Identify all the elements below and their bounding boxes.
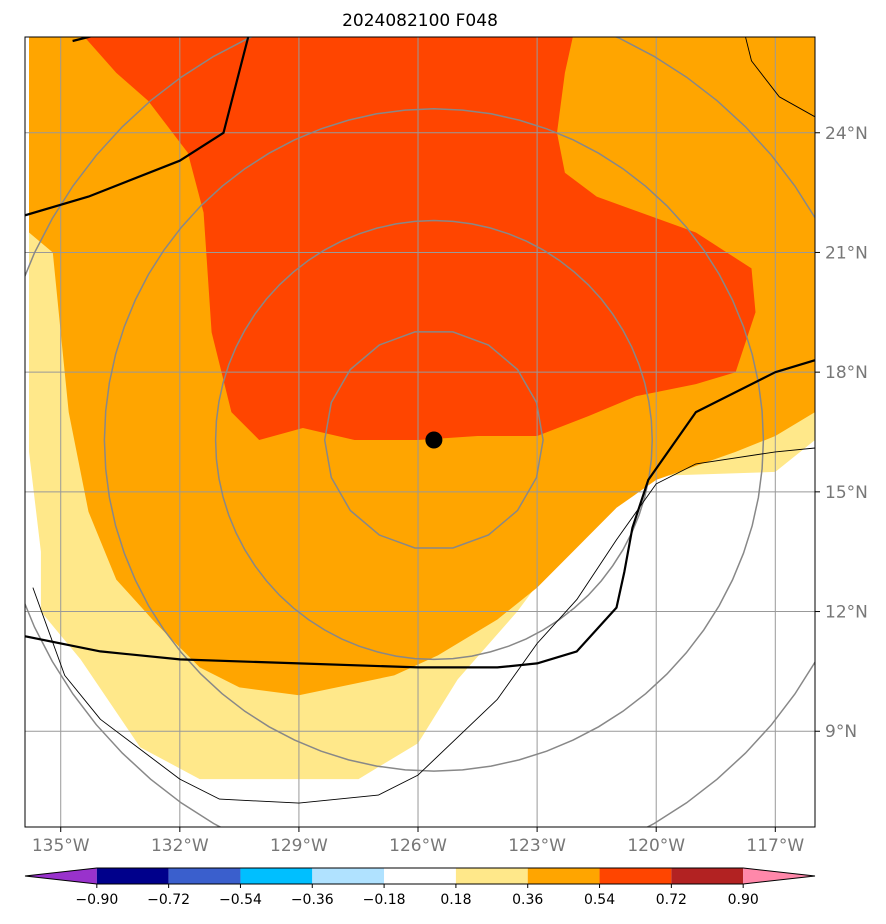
lat-tick-label-1: 12°N: [825, 603, 868, 623]
lon-tick-label-3: 126°W: [389, 836, 447, 856]
colorbar-swatch-2: [168, 868, 241, 884]
colorbar-swatch-5: [384, 868, 456, 884]
colorbar: −0.90 −0.72 −0.54 −0.36 −0.18 0.18 0.36 0.54 0.7…: [24, 867, 816, 908]
lat-tick-label-4: 21°N: [825, 243, 868, 263]
colorbar-swatch-8: [599, 868, 672, 884]
storm-center-layer: [425, 431, 443, 449]
colorbar-swatch-6: [455, 868, 528, 884]
gridlines: [25, 37, 815, 827]
colorbar-tick-label-2: −0.54: [219, 892, 262, 908]
range-rings: [25, 37, 815, 827]
colorbar-tick-label-5: 0.18: [440, 892, 471, 908]
lon-tick-label-4: 123°W: [508, 836, 566, 856]
colorbar-swatch-3: [240, 868, 313, 884]
lon-tick-label-2: 129°W: [270, 836, 328, 856]
boundary-line-0: [25, 37, 250, 217]
colorbar-swatch-1: [96, 868, 169, 884]
colorbar-tick-label-3: −0.36: [291, 892, 334, 908]
boundary-line-2: [32, 447, 815, 804]
colorbar-swatch-7: [527, 868, 600, 884]
colorbar-swatch-4: [312, 868, 385, 884]
boundary-line-3: [745, 37, 815, 118]
lat-tick-label-2: 15°N: [825, 483, 868, 503]
lat-tick-label-3: 18°N: [825, 363, 868, 383]
colorbar-tick-label-6: 0.36: [512, 892, 543, 908]
storm-center-marker: [425, 431, 443, 449]
colorbar-swatch-10: [743, 868, 815, 884]
colorbar-swatch-9: [671, 868, 744, 884]
colorbar-tick-label-9: 0.90: [728, 892, 759, 908]
lat-tick-label-5: 24°N: [825, 124, 868, 144]
colorbar-tick-label-0: −0.90: [75, 892, 118, 908]
map-frame: [24, 36, 816, 828]
colorbar-tick-label-7: 0.54: [584, 892, 615, 908]
chart-title: 2024082100 F048: [342, 11, 498, 31]
filled-contours: [29, 37, 815, 780]
range-ring-2: [103, 108, 765, 772]
range-ring-1: [214, 219, 653, 661]
colorbar-swatch-0: [25, 868, 97, 884]
axis-ticks: 135°W 132°W 129°W 126°W 123°W 120°W 117°W 9°N 12…: [32, 124, 868, 856]
lon-tick-label-5: 120°W: [627, 836, 685, 856]
lon-tick-label-6: 117°W: [746, 836, 804, 856]
filled-region-2: [84, 37, 756, 440]
boundary-lines: [25, 37, 815, 804]
colorbar-tick-label-8: 0.72: [656, 892, 687, 908]
lon-tick-label-1: 132°W: [151, 836, 209, 856]
lon-tick-label-0: 135°W: [32, 836, 90, 856]
lat-tick-label-0: 9°N: [825, 722, 857, 742]
colorbar-tick-label-4: −0.18: [363, 892, 406, 908]
range-ring-0: [323, 331, 544, 549]
range-ring-3: [25, 37, 815, 827]
boundary-line-1: [25, 359, 815, 669]
colorbar-tick-label-1: −0.72: [147, 892, 190, 908]
